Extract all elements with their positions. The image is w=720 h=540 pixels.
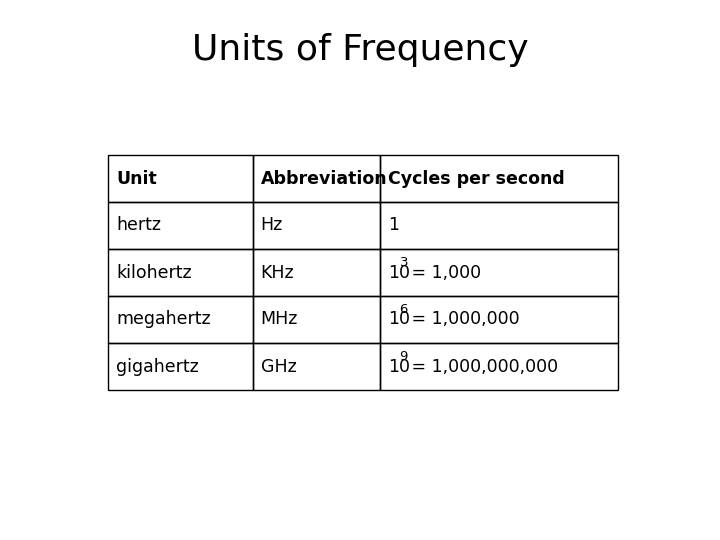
Text: 10: 10 xyxy=(388,357,410,375)
Text: = 1,000,000,000: = 1,000,000,000 xyxy=(405,357,557,375)
Bar xyxy=(253,155,380,202)
Text: 10: 10 xyxy=(388,264,410,281)
Bar xyxy=(108,343,253,390)
Bar xyxy=(108,296,253,343)
Text: Unit: Unit xyxy=(116,170,157,187)
Bar xyxy=(108,249,253,296)
Text: 10: 10 xyxy=(388,310,410,328)
Text: Abbreviation: Abbreviation xyxy=(261,170,387,187)
Text: gigahertz: gigahertz xyxy=(116,357,199,375)
Bar xyxy=(253,249,380,296)
Text: megahertz: megahertz xyxy=(116,310,211,328)
Bar xyxy=(380,249,618,296)
Text: MHz: MHz xyxy=(261,310,298,328)
Bar xyxy=(253,202,380,249)
Bar xyxy=(108,202,253,249)
Text: Hz: Hz xyxy=(261,217,283,234)
Text: kilohertz: kilohertz xyxy=(116,264,192,281)
Bar xyxy=(253,343,380,390)
Text: 6: 6 xyxy=(400,302,408,316)
Bar xyxy=(380,202,618,249)
Bar xyxy=(380,343,618,390)
Text: Units of Frequency: Units of Frequency xyxy=(192,33,528,67)
Bar xyxy=(108,155,253,202)
Text: = 1,000: = 1,000 xyxy=(405,264,481,281)
Text: = 1,000,000: = 1,000,000 xyxy=(405,310,519,328)
Text: KHz: KHz xyxy=(261,264,294,281)
Bar xyxy=(253,296,380,343)
Text: hertz: hertz xyxy=(116,217,161,234)
Text: GHz: GHz xyxy=(261,357,296,375)
Text: 3: 3 xyxy=(400,255,408,269)
Bar xyxy=(380,296,618,343)
Text: 9: 9 xyxy=(400,350,408,363)
Bar xyxy=(380,155,618,202)
Text: 1: 1 xyxy=(388,217,399,234)
Text: Cycles per second: Cycles per second xyxy=(388,170,564,187)
